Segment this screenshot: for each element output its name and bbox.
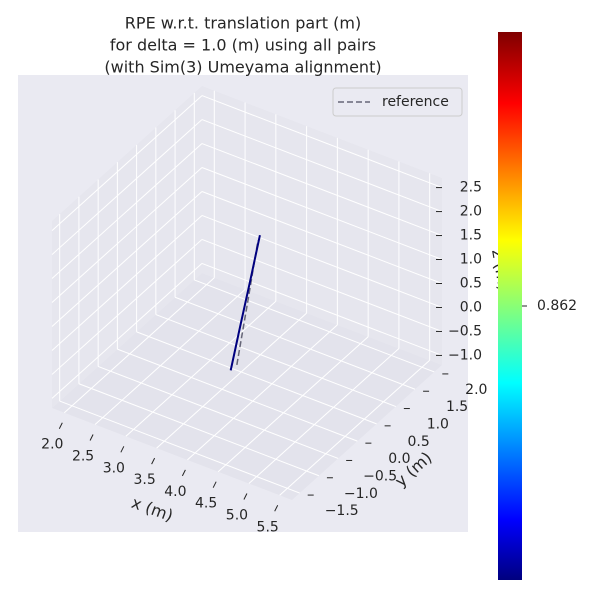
colorbar-axis: 0.862 <box>522 298 577 314</box>
trajectory <box>229 235 261 371</box>
x-tick-label: 5.0 <box>226 507 248 523</box>
z-tick-label: 2.0 <box>460 204 482 220</box>
y-tick-label: −1.5 <box>325 503 359 519</box>
legend-box <box>332 87 463 117</box>
x-tick <box>274 505 279 512</box>
grid-line <box>155 314 397 408</box>
x-tick-label: 4.0 <box>164 484 186 500</box>
grid-line <box>201 214 443 308</box>
x-tick-label: 5.5 <box>257 519 279 535</box>
z-tick-label: −1.0 <box>448 347 482 363</box>
x-tick-label: 3.5 <box>133 472 155 488</box>
x-tick-label: 2.0 <box>41 437 63 453</box>
grid-line <box>94 289 246 425</box>
grid-line <box>194 279 435 373</box>
z-tick-label: 0.5 <box>460 275 482 291</box>
grid-line <box>201 191 443 284</box>
grid-line <box>51 143 203 279</box>
y-tick-label: 2.0 <box>465 382 487 398</box>
grid-line <box>51 119 203 255</box>
grid-line <box>51 191 203 327</box>
x-tick-label: 4.5 <box>195 496 217 512</box>
grid-line <box>59 400 300 494</box>
x-tick <box>58 422 63 429</box>
x-tick <box>151 457 156 465</box>
grid-line <box>51 167 203 303</box>
grid-line <box>156 312 307 449</box>
x-tick <box>243 493 248 500</box>
y-tick-label: 1.5 <box>446 399 468 415</box>
y-tick-label: 1.0 <box>427 417 449 433</box>
x-tick <box>212 481 217 488</box>
grid-line <box>201 238 443 332</box>
x-tick-label: 3.0 <box>103 460 125 476</box>
x-tick <box>120 446 125 453</box>
grid-line <box>217 336 369 473</box>
grid-line <box>201 143 443 237</box>
grid-line <box>248 348 400 484</box>
back-pane <box>202 86 442 365</box>
grid-line <box>201 119 443 213</box>
y-tick-label: −0.5 <box>363 468 397 484</box>
grid-line <box>201 262 443 356</box>
z-tick-label: 0.0 <box>460 299 482 315</box>
grid-line <box>125 300 277 437</box>
grid-line <box>174 296 416 390</box>
z-tick-label: 1.0 <box>460 252 482 268</box>
grid-line <box>97 365 339 459</box>
grid-line <box>187 324 338 461</box>
grid-line <box>201 95 443 189</box>
z-tick-label: 2.5 <box>460 180 482 196</box>
grid-line <box>136 331 377 425</box>
left-pane <box>52 86 202 408</box>
y-tick-label: 0.0 <box>388 451 410 467</box>
y-tick-label: 0.5 <box>407 434 429 450</box>
legend: reference <box>332 87 463 117</box>
z-tick-label: 1.5 <box>460 228 482 244</box>
grid-line <box>51 95 203 231</box>
grid-line <box>279 359 431 496</box>
grid-line <box>63 277 215 414</box>
trajectory <box>236 240 259 365</box>
x-tick <box>89 434 94 441</box>
z-tick-label: −0.5 <box>448 323 482 339</box>
floor-pane <box>52 273 442 500</box>
chart-title: (with Sim(3) Umeyama alignment) <box>104 58 381 77</box>
x-tick-label: 2.5 <box>72 449 94 465</box>
legend-label: reference <box>382 94 449 110</box>
chart-title: for delta = 1.0 (m) using all pairs <box>110 36 376 55</box>
x-tick <box>181 469 186 477</box>
chart-title: RPE w.r.t. translation part (m) <box>125 14 361 33</box>
plot-3d: 2.02.53.03.54.04.55.05.5−1.5−1.0−0.50.00… <box>41 86 487 535</box>
grid-line <box>117 348 358 442</box>
colorbar-tick-label: 0.862 <box>537 298 577 314</box>
grid-line <box>201 167 443 260</box>
grid-line <box>51 215 203 351</box>
grid-line <box>51 239 203 375</box>
y-tick-label: −1.0 <box>344 486 378 502</box>
colorbar <box>498 32 522 580</box>
grid-line <box>78 383 320 477</box>
grid-line <box>51 263 203 399</box>
